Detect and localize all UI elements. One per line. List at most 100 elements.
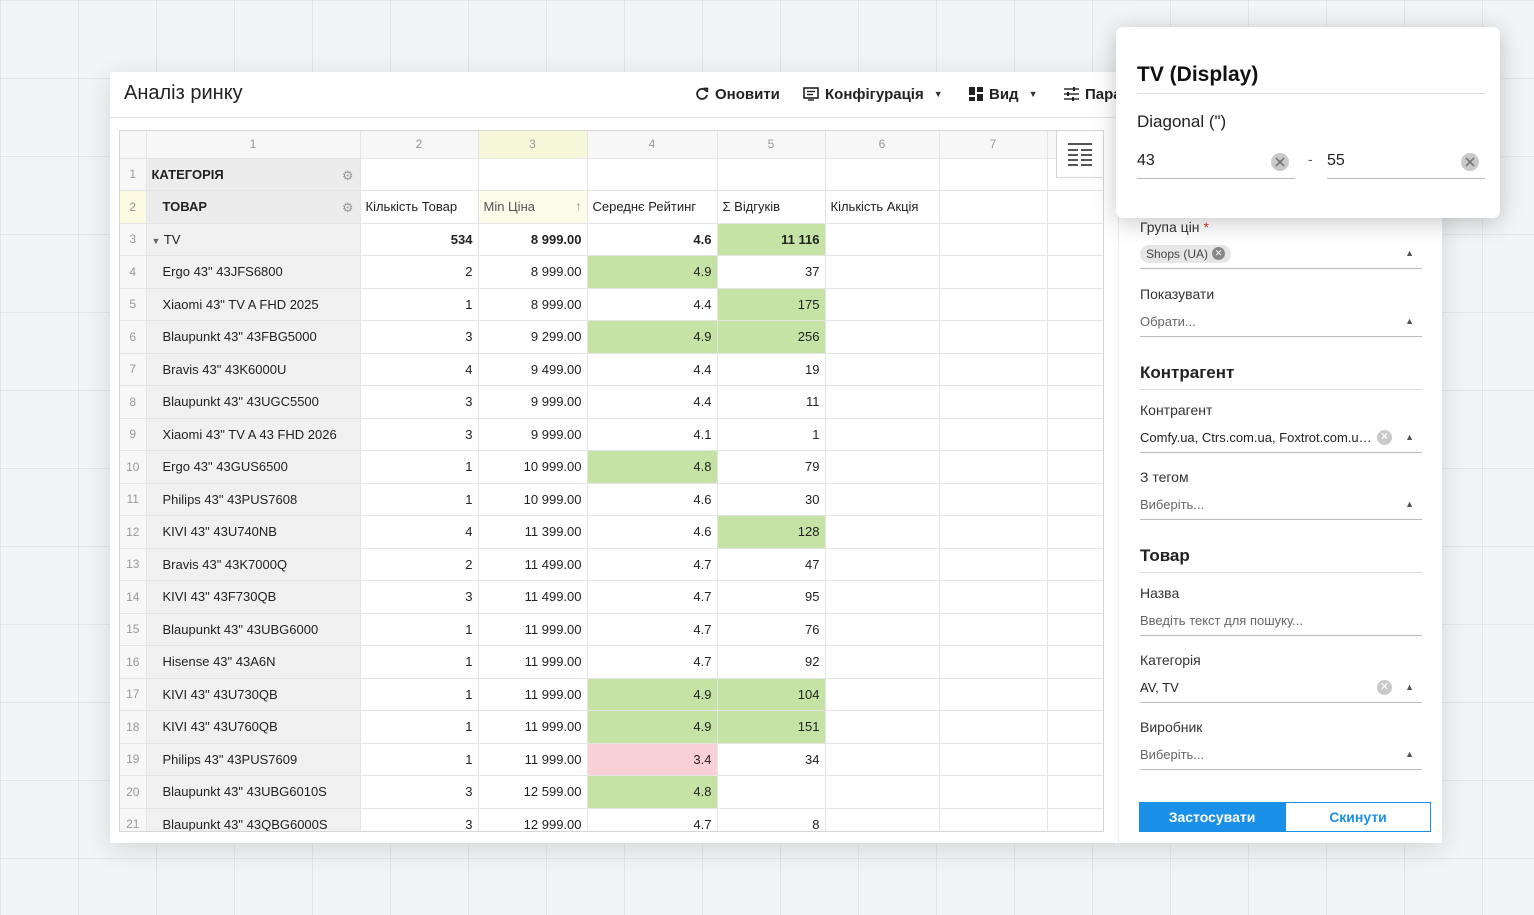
sort-ascending-icon[interactable]: ↑ [575,199,582,214]
product-name-cell[interactable]: Blaupunkt 43" 43QBG6000S [146,808,361,831]
empty-cell [939,775,1048,809]
show-select[interactable]: Обрати... ▲ [1140,307,1422,337]
table-row[interactable]: 18 KIVI 43" 43U760QB 1 11 999.00 4.9 151 [120,710,1103,744]
product-name-cell[interactable]: Blaupunkt 43" 43UBG6000 [146,613,361,646]
empty-cell [1047,580,1103,614]
group-cell[interactable]: ▼ TV [146,223,361,256]
table-row[interactable]: 5 Xiaomi 43" TV A FHD 2025 1 8 999.00 4.4 175 [120,288,1103,321]
row-number: 15 [120,613,147,646]
price-group-select[interactable]: Shops (UA) ✕ ▲ [1140,239,1422,269]
product-name-cell[interactable]: Hisense 43" 43A6N [146,645,361,679]
table-row[interactable]: 6 Blaupunkt 43" 43FBG5000 3 9 299.00 4.9 256 [120,320,1103,354]
table-row[interactable]: 17 KIVI 43" 43U730QB 1 11 999.00 4.9 104 [120,678,1103,711]
product-name-cell[interactable]: Blaupunkt 43" 43UGC5500 [146,385,361,419]
avg-rating-cell: 4.9 [587,678,718,711]
column-header[interactable]: Кількість Товар [360,190,479,224]
table-row[interactable]: 4 Ergo 43" 43JFS6800 2 8 999.00 4.9 37 [120,255,1103,289]
dropdown-arrow-icon[interactable]: ▲ [1405,499,1414,509]
params-button[interactable]: Пара [1064,83,1122,105]
table-row[interactable]: 19 Philips 43" 43PUS7609 1 11 999.00 3.4 34 [120,743,1103,776]
tag-select[interactable]: Виберіть... ▲ [1140,490,1422,520]
collapse-triangle-icon[interactable]: ▼ [151,235,161,246]
dropdown-arrow-icon[interactable]: ▲ [1405,316,1414,326]
clear-icon[interactable] [1461,153,1479,171]
category-dimension-header[interactable]: КАТЕГОРІЯ ⚙ [146,158,361,191]
product-name-cell[interactable]: Philips 43" 43PUS7608 [146,483,361,516]
dropdown-arrow-icon[interactable]: ▲ [1405,248,1414,258]
diagonal-from-input[interactable]: 43 [1137,143,1295,179]
clear-icon[interactable]: ✕ [1377,430,1392,445]
min-price-cell: 8 999.00 [478,288,588,321]
dropdown-arrow-icon[interactable]: ▲ [1405,432,1414,442]
maker-select[interactable]: Виберіть... ▲ [1140,740,1422,770]
empty-cell [939,288,1048,321]
group-reviews: 11 116 [717,223,826,256]
column-header[interactable]: Кількість Акція [825,190,940,224]
table-row[interactable]: 14 KIVI 43" 43F730QB 3 11 499.00 4.7 95 [120,580,1103,614]
contractor-select[interactable]: Comfy.ua, Ctrs.com.ua, Foxtrot.com.ua...… [1140,423,1422,453]
promo-count-cell [825,515,940,549]
empty-cell [360,158,479,191]
product-name-cell[interactable]: KIVI 43" 43U730QB [146,678,361,711]
min-price-cell: 11 399.00 [478,515,588,549]
product-name-cell[interactable]: Ergo 43" 43JFS6800 [146,255,361,289]
row-number: 6 [120,320,147,354]
table-row[interactable]: 16 Hisense 43" 43A6N 1 11 999.00 4.7 92 [120,645,1103,679]
product-name-cell[interactable]: KIVI 43" 43F730QB [146,580,361,614]
reviews-cell [717,775,826,809]
product-count-cell: 4 [360,353,479,386]
product-dimension-header[interactable]: ТОВАР ⚙ [146,190,361,224]
promo-count-cell [825,808,940,831]
avg-rating-cell: 4.7 [587,808,718,831]
category-select[interactable]: AV, TV ✕ ▲ [1140,673,1422,703]
reset-button[interactable]: Скинути [1285,802,1431,832]
table-row[interactable]: 13 Bravis 43" 43K7000Q 2 11 499.00 4.7 47 [120,548,1103,581]
reviews-cell: 8 [717,808,826,831]
table-row[interactable]: 12 KIVI 43" 43U740NB 4 11 399.00 4.6 128 [120,515,1103,549]
empty-cell [825,158,940,191]
product-name-cell[interactable]: KIVI 43" 43U760QB [146,710,361,744]
clear-icon[interactable]: ✕ [1377,680,1392,695]
table-row[interactable]: 10 Ergo 43" 43GUS6500 1 10 999.00 4.8 79 [120,450,1103,484]
product-section-title: Товар [1140,546,1422,573]
chip-remove-icon[interactable]: ✕ [1212,247,1226,260]
dropdown-arrow-icon[interactable]: ▲ [1405,749,1414,759]
product-name-cell[interactable]: Ergo 43" 43GUS6500 [146,450,361,484]
category-label: Категорія [1140,652,1201,668]
product-name-cell[interactable]: Philips 43" 43PUS7609 [146,743,361,776]
column-header[interactable]: Середнє Рейтинг [587,190,718,224]
product-count-cell: 1 [360,645,479,679]
dropdown-arrow-icon[interactable]: ▲ [1405,682,1414,692]
apply-button[interactable]: Застосувати [1139,802,1285,832]
table-view-icon [1068,143,1092,166]
gear-icon[interactable]: ⚙ [341,167,354,183]
gear-icon[interactable]: ⚙ [341,200,354,215]
diagonal-to-input[interactable]: 55 [1327,143,1485,179]
product-name-cell[interactable]: Bravis 43" 43K6000U [146,353,361,386]
table-row[interactable]: 9 Xiaomi 43" TV A 43 FHD 2026 3 9 999.00 4.1… [120,418,1103,451]
clear-icon[interactable] [1271,153,1289,171]
table-row[interactable]: 21 Blaupunkt 43" 43QBG6000S 3 12 999.00 4.7 8 [120,808,1103,831]
table-row[interactable]: 20 Blaupunkt 43" 43UBG6010S 3 12 599.00 4.8 [120,775,1103,809]
empty-cell [1047,320,1103,354]
table-row[interactable]: 15 Blaupunkt 43" 43UBG6000 1 11 999.00 4.7 76 [120,613,1103,646]
product-name-cell[interactable]: Bravis 43" 43K7000Q [146,548,361,581]
grid-layout-toggle[interactable] [1056,130,1104,178]
table-row[interactable]: 8 Blaupunkt 43" 43UGC5500 3 9 999.00 4.4 11 [120,385,1103,419]
product-name-cell[interactable]: Xiaomi 43" TV A FHD 2025 [146,288,361,321]
product-name-cell[interactable]: Blaupunkt 43" 43FBG5000 [146,320,361,354]
view-button[interactable]: Вид ▼ [969,83,1038,105]
price-group-chip[interactable]: Shops (UA) ✕ [1140,244,1232,263]
empty-cell [1047,645,1103,679]
empty-cell [1047,223,1103,256]
product-name-cell[interactable]: Blaupunkt 43" 43UBG6010S [146,775,361,809]
product-name-cell[interactable]: KIVI 43" 43U740NB [146,515,361,549]
column-header[interactable]: Σ Відгуків [717,190,826,224]
refresh-button[interactable]: Оновити [695,83,780,105]
config-button[interactable]: Конфігурація ▼ [803,83,943,105]
product-name-cell[interactable]: Xiaomi 43" TV A 43 FHD 2026 [146,418,361,451]
name-search-input[interactable]: Введіть текст для пошуку... [1140,606,1422,636]
column-header-min-price[interactable]: Min Ціна ↑ [478,190,588,224]
table-row[interactable]: 7 Bravis 43" 43K6000U 4 9 499.00 4.4 19 [120,353,1103,386]
table-row[interactable]: 11 Philips 43" 43PUS7608 1 10 999.00 4.6 30 [120,483,1103,516]
